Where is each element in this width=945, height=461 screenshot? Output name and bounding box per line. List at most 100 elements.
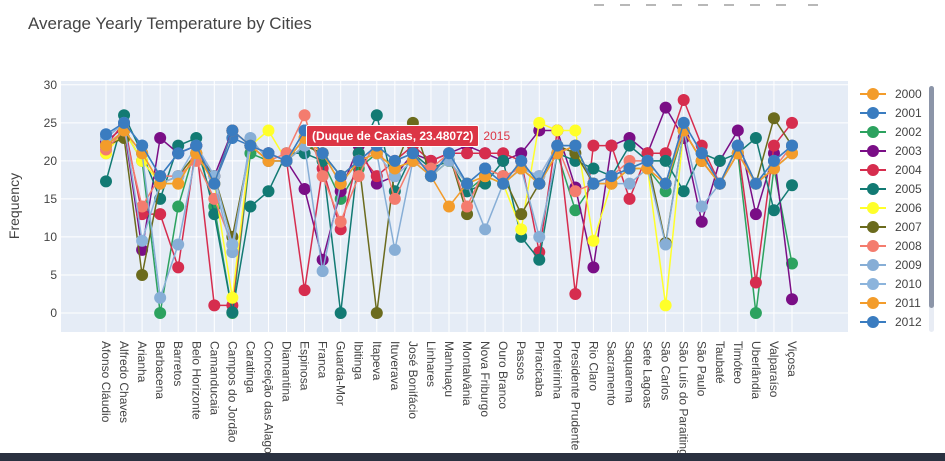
- data-point[interactable]: [749, 306, 762, 319]
- data-point[interactable]: [424, 170, 437, 183]
- reset-axes-icon[interactable]: [808, 0, 818, 6]
- data-point[interactable]: [316, 265, 329, 278]
- legend-item-2008[interactable]: 2008: [860, 238, 936, 255]
- autoscale-icon[interactable]: [776, 0, 786, 6]
- data-point[interactable]: [605, 170, 618, 183]
- data-point[interactable]: [587, 177, 600, 190]
- data-point[interactable]: [515, 208, 528, 221]
- data-point[interactable]: [786, 116, 798, 129]
- data-point[interactable]: [641, 154, 654, 167]
- data-point[interactable]: [208, 299, 221, 312]
- legend-item-2006[interactable]: 2006: [860, 200, 936, 217]
- data-point[interactable]: [461, 200, 474, 213]
- data-point[interactable]: [515, 154, 528, 167]
- data-point[interactable]: [605, 139, 618, 152]
- data-point[interactable]: [569, 287, 582, 300]
- legend-item-2003[interactable]: 2003: [860, 143, 936, 160]
- data-point[interactable]: [677, 116, 690, 129]
- lasso-icon[interactable]: [698, 0, 708, 6]
- data-point[interactable]: [533, 253, 546, 266]
- data-point[interactable]: [226, 291, 239, 304]
- data-point[interactable]: [767, 139, 780, 152]
- data-point[interactable]: [334, 170, 347, 183]
- pan-icon[interactable]: [646, 0, 656, 6]
- data-point[interactable]: [172, 261, 185, 274]
- data-point[interactable]: [497, 177, 510, 190]
- data-point[interactable]: [388, 154, 401, 167]
- legend-item-2002[interactable]: 2002: [860, 124, 936, 141]
- data-point[interactable]: [695, 215, 708, 228]
- data-point[interactable]: [767, 112, 780, 125]
- data-point[interactable]: [208, 208, 221, 221]
- data-point[interactable]: [749, 276, 762, 289]
- data-point[interactable]: [569, 185, 582, 198]
- data-point[interactable]: [659, 154, 672, 167]
- data-point[interactable]: [587, 162, 600, 175]
- data-point[interactable]: [154, 170, 167, 183]
- data-point[interactable]: [479, 147, 492, 160]
- data-point[interactable]: [749, 132, 762, 145]
- data-point[interactable]: [515, 223, 528, 236]
- legend-item-2005[interactable]: 2005: [860, 181, 936, 198]
- data-point[interactable]: [587, 261, 600, 274]
- data-point[interactable]: [695, 200, 708, 213]
- legend-item-2010[interactable]: 2010: [860, 276, 936, 293]
- data-point[interactable]: [533, 230, 546, 243]
- zoom-icon[interactable]: [620, 0, 630, 6]
- data-point[interactable]: [533, 177, 546, 190]
- zoom-in-icon[interactable]: [724, 0, 734, 6]
- data-point[interactable]: [731, 139, 744, 152]
- data-point[interactable]: [461, 177, 474, 190]
- data-point[interactable]: [226, 238, 239, 251]
- data-point[interactable]: [551, 139, 564, 152]
- data-point[interactable]: [334, 306, 347, 319]
- camera-icon[interactable]: [594, 0, 604, 6]
- data-point[interactable]: [695, 147, 708, 160]
- data-point[interactable]: [172, 238, 185, 251]
- data-point[interactable]: [533, 116, 546, 129]
- data-point[interactable]: [136, 234, 149, 247]
- data-point[interactable]: [623, 192, 636, 205]
- legend-item-2012[interactable]: 2012: [860, 314, 936, 331]
- data-point[interactable]: [443, 200, 455, 213]
- box-select-icon[interactable]: [672, 0, 682, 6]
- data-point[interactable]: [749, 208, 762, 221]
- data-point[interactable]: [280, 154, 293, 167]
- series-layer[interactable]: [100, 94, 798, 319]
- legend-item-2000[interactable]: 2000: [860, 86, 936, 103]
- data-point[interactable]: [370, 306, 383, 319]
- data-point[interactable]: [659, 101, 672, 114]
- data-point[interactable]: [587, 234, 600, 247]
- data-point[interactable]: [172, 147, 185, 160]
- data-point[interactable]: [713, 154, 726, 167]
- data-point[interactable]: [316, 147, 329, 160]
- data-point[interactable]: [587, 139, 600, 152]
- data-point[interactable]: [659, 238, 672, 251]
- data-point[interactable]: [100, 175, 112, 188]
- data-point[interactable]: [154, 291, 167, 304]
- legend[interactable]: 2000 2001 2002 2003 2004 2005 2006 2007 2008 2009…: [860, 86, 940, 332]
- data-point[interactable]: [497, 154, 510, 167]
- data-point[interactable]: [767, 204, 780, 217]
- legend-item-2001[interactable]: 2001: [860, 105, 936, 122]
- data-point[interactable]: [262, 124, 275, 137]
- data-point[interactable]: [623, 139, 636, 152]
- data-point[interactable]: [118, 116, 131, 129]
- data-point[interactable]: [316, 170, 329, 183]
- data-point[interactable]: [659, 177, 672, 190]
- data-point[interactable]: [786, 293, 798, 306]
- data-point[interactable]: [172, 200, 185, 213]
- data-point[interactable]: [786, 179, 798, 192]
- data-point[interactable]: [100, 128, 112, 141]
- data-point[interactable]: [298, 109, 311, 122]
- data-point[interactable]: [551, 124, 564, 137]
- zoom-out-icon[interactable]: [750, 0, 760, 6]
- data-point[interactable]: [226, 124, 239, 137]
- data-point[interactable]: [136, 268, 149, 281]
- data-point[interactable]: [262, 147, 275, 160]
- modebar[interactable]: [594, 0, 824, 6]
- data-point[interactable]: [370, 109, 383, 122]
- data-point[interactable]: [244, 200, 257, 213]
- data-point[interactable]: [786, 257, 798, 270]
